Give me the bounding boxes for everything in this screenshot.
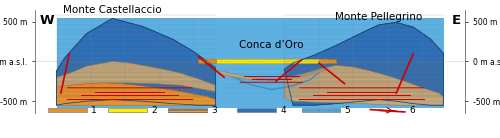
FancyBboxPatch shape — [48, 108, 86, 112]
Polygon shape — [198, 59, 216, 63]
Text: Monte Pellegrino: Monte Pellegrino — [336, 12, 422, 22]
Text: Monte Castellaccio: Monte Castellaccio — [63, 5, 162, 15]
Polygon shape — [216, 69, 328, 80]
Polygon shape — [56, 18, 444, 108]
Polygon shape — [56, 18, 216, 105]
Text: E: E — [452, 14, 460, 27]
FancyBboxPatch shape — [302, 108, 341, 112]
Text: 3: 3 — [212, 106, 217, 115]
Polygon shape — [284, 65, 444, 105]
Text: 5: 5 — [344, 106, 350, 115]
Polygon shape — [284, 22, 444, 105]
Text: 2: 2 — [151, 106, 156, 115]
Text: 4: 4 — [280, 106, 285, 115]
Polygon shape — [207, 59, 328, 63]
Text: W: W — [40, 14, 54, 27]
Polygon shape — [319, 59, 336, 63]
Text: 1: 1 — [91, 106, 96, 115]
Polygon shape — [224, 72, 319, 90]
Text: 6: 6 — [409, 106, 415, 115]
Polygon shape — [56, 61, 216, 92]
FancyBboxPatch shape — [237, 108, 276, 112]
Polygon shape — [56, 83, 216, 105]
Text: Conca d’Oro: Conca d’Oro — [240, 40, 304, 51]
FancyBboxPatch shape — [108, 108, 147, 112]
FancyBboxPatch shape — [168, 108, 207, 112]
